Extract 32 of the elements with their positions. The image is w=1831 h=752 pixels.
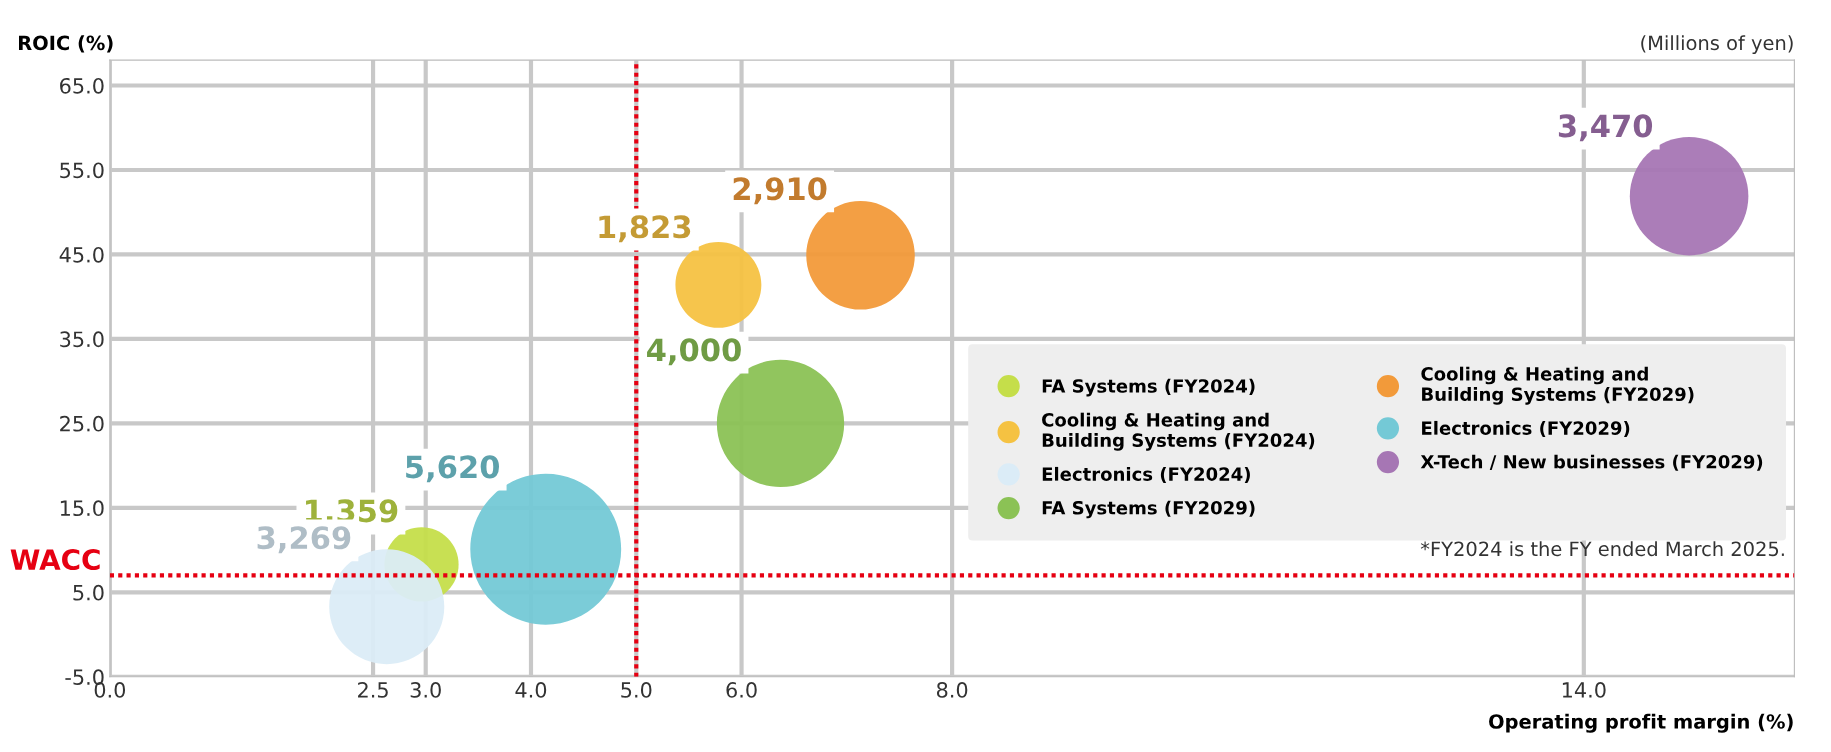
data-label: 3,470 [1558, 114, 1653, 142]
y-axis-title: ROIC (%) [19, 35, 113, 53]
legend-label: FA Systems (FY2029) [1042, 500, 1255, 519]
y-tick-label: 25.0 [60, 415, 104, 432]
y-tick-label: 55.0 [60, 162, 104, 179]
data-label: 4,000 [647, 338, 741, 366]
x-tick-label: 14.0 [1562, 682, 1606, 698]
x-tick-label: 4.0 [515, 682, 547, 698]
legend-label: Cooling & Heating and Building Systems (FY2029) [1421, 366, 1694, 405]
x-tick-label: 2.5 [358, 682, 388, 698]
x-tick-label: 3.0 [410, 682, 441, 698]
y-tick-label: 5.0 [73, 584, 104, 601]
legend-label: FA Systems (FY2024) [1042, 378, 1255, 397]
y-tick-label: 35.0 [60, 331, 104, 348]
legend-label: Cooling & Heating and Building Systems (FY2024) [1042, 412, 1315, 451]
data-label: 3,269 [257, 526, 351, 554]
annotation: *FY2024 is the FY ended March 2025. [1420, 541, 1784, 557]
data-label: 2,910 [733, 177, 827, 205]
x-axis-title: Operating profit margin (%) [1489, 713, 1793, 733]
legend-label: Electronics (FY2024) [1042, 466, 1250, 484]
legend-label: X-Tech / New businesses (FY2029) [1420, 454, 1763, 471]
y-tick-label: 65.0 [60, 77, 104, 94]
x-tick-label: 8.0 [936, 682, 968, 698]
x-tick-label: 6.0 [726, 682, 757, 698]
data-label: 5,620 [406, 455, 500, 483]
data-label: 1,823 [599, 215, 691, 243]
x-tick-label: 5.0 [621, 682, 652, 698]
y-tick-label: 15.0 [60, 500, 104, 517]
legend-label: Electronics (FY2029) [1422, 420, 1630, 438]
text: (Millions of yen) [1641, 35, 1793, 54]
y-tick-label: 45.0 [59, 246, 104, 263]
ref-line-label: WACC [10, 549, 100, 571]
